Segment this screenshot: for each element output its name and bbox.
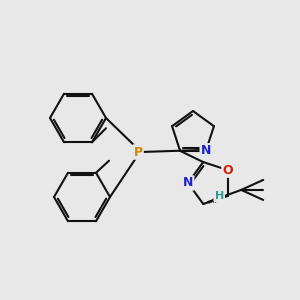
- Text: P: P: [134, 146, 142, 158]
- Text: N: N: [183, 176, 193, 190]
- Text: N: N: [201, 144, 211, 157]
- Text: O: O: [223, 164, 233, 177]
- Text: H: H: [214, 191, 224, 201]
